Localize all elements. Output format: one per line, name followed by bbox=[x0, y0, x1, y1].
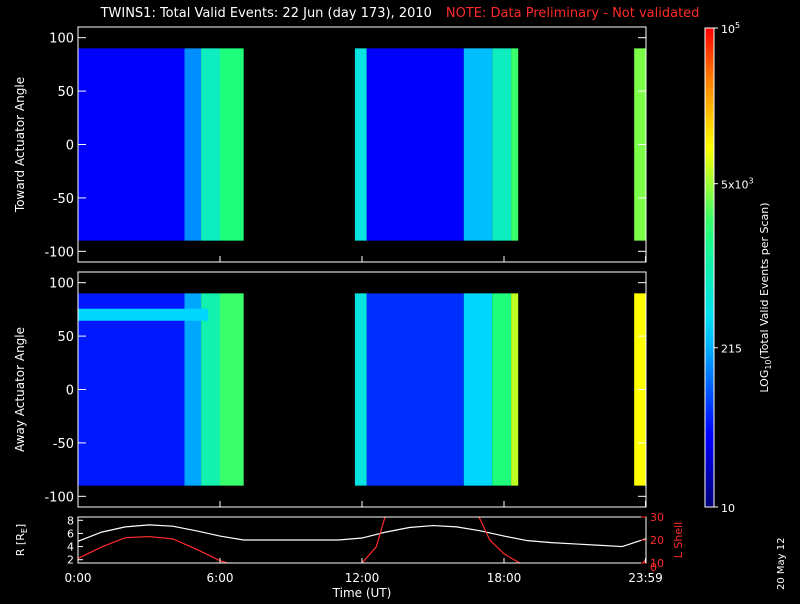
heatmap-segment bbox=[184, 293, 202, 486]
heatmap-segment bbox=[463, 48, 493, 241]
left-tick-label: 2 bbox=[67, 554, 74, 567]
heatmap-segment bbox=[184, 48, 202, 241]
colorbar-label-sub: 10 bbox=[764, 359, 773, 369]
heatmap-segment bbox=[220, 293, 244, 486]
colorbar-tick-text: 215 bbox=[721, 343, 742, 356]
radius-label-end: ] bbox=[14, 524, 27, 528]
colorbar-label: LOG10(Total Valid Events per Scan) bbox=[758, 202, 773, 392]
y-tick-label: -50 bbox=[53, 437, 74, 452]
y-tick-label: -50 bbox=[53, 192, 74, 207]
date-stamp: 20 May 12 bbox=[776, 537, 787, 590]
radius-axis-label: R [RE] bbox=[14, 524, 29, 556]
heatmap-segment bbox=[463, 293, 493, 486]
colorbar-label-rest: (Total Valid Events per Scan) bbox=[758, 202, 771, 359]
heatmap-segment bbox=[78, 48, 185, 241]
colorbar-tick-label: 5x103 bbox=[721, 177, 754, 192]
heatmap-segment bbox=[201, 48, 220, 241]
colorbar-tick-text: 5x10 bbox=[721, 179, 749, 192]
figure-title: TWINS1: Total Valid Events: 22 Jun (day … bbox=[0, 6, 800, 21]
preliminary-note: NOTE: Data Preliminary - Not validated bbox=[445, 6, 700, 21]
heatmap-segment bbox=[511, 293, 519, 486]
colorbar-label-main: LOG bbox=[758, 370, 771, 393]
colorbar-tick-sup: 5 bbox=[735, 21, 740, 30]
colorbar-tick-text: 10 bbox=[721, 502, 735, 515]
x-tick-label: 23:59 bbox=[628, 571, 663, 585]
lshell-axis-label: L Shell bbox=[672, 522, 685, 558]
colorbar-tick-label: 10 bbox=[721, 502, 735, 515]
radius-line bbox=[78, 524, 646, 548]
heatmap-segment bbox=[354, 293, 367, 486]
title-text: TWINS1: Total Valid Events: 22 Jun (day … bbox=[100, 6, 432, 21]
right-tick-label: 0 bbox=[650, 561, 657, 574]
y-tick-label: 0 bbox=[66, 139, 74, 154]
colorbar-tick-sup: 3 bbox=[749, 177, 754, 186]
colorbar-tick-label: 215 bbox=[721, 343, 742, 356]
lshell-line bbox=[78, 517, 646, 563]
heatmap-segment bbox=[492, 293, 512, 486]
x-axis-label: Time (UT) bbox=[332, 586, 392, 600]
colorbar bbox=[704, 27, 715, 508]
heatmap-band bbox=[78, 308, 209, 321]
left-tick-label: 8 bbox=[67, 514, 74, 527]
y-tick-label: 50 bbox=[57, 85, 74, 100]
y-tick-label: -100 bbox=[44, 245, 74, 260]
heatmap-segment bbox=[201, 293, 220, 486]
orbit-frame bbox=[77, 516, 647, 564]
radius-label-sub: E bbox=[20, 528, 29, 533]
heatmap-segment bbox=[511, 48, 519, 241]
heatmap-segment bbox=[366, 293, 464, 486]
heatmap-segment bbox=[354, 48, 367, 241]
heatmap-segment bbox=[492, 48, 512, 241]
orbit-lines bbox=[78, 517, 646, 563]
x-tick-label: 6:00 bbox=[207, 571, 234, 585]
heatmap-segment bbox=[220, 48, 244, 241]
y-tick-label: -100 bbox=[44, 490, 74, 505]
y-axis-label: Toward Actuator Angle bbox=[13, 77, 27, 213]
heatmap-segment bbox=[366, 48, 464, 241]
x-tick-label: 18:00 bbox=[487, 571, 522, 585]
y-axis-label: Away Actuator Angle bbox=[13, 327, 27, 452]
y-tick-label: 50 bbox=[57, 330, 74, 345]
heatmap-segment bbox=[78, 293, 185, 486]
right-tick-label: 30 bbox=[650, 511, 664, 524]
y-tick-label: 100 bbox=[49, 277, 74, 292]
colorbar-tick-label: 105 bbox=[721, 21, 740, 36]
right-tick-label: 20 bbox=[650, 534, 664, 547]
y-tick-label: 0 bbox=[66, 384, 74, 399]
left-tick-label: 6 bbox=[67, 527, 74, 540]
colorbar-tick-text: 10 bbox=[721, 23, 735, 36]
left-tick-label: 4 bbox=[67, 541, 74, 554]
x-tick-label: 12:00 bbox=[345, 571, 380, 585]
x-tick-label: 0:00 bbox=[65, 571, 92, 585]
y-tick-label: 100 bbox=[49, 32, 74, 47]
right-tick-label: 10 bbox=[650, 557, 664, 570]
radius-label-main: R [R bbox=[14, 533, 27, 556]
